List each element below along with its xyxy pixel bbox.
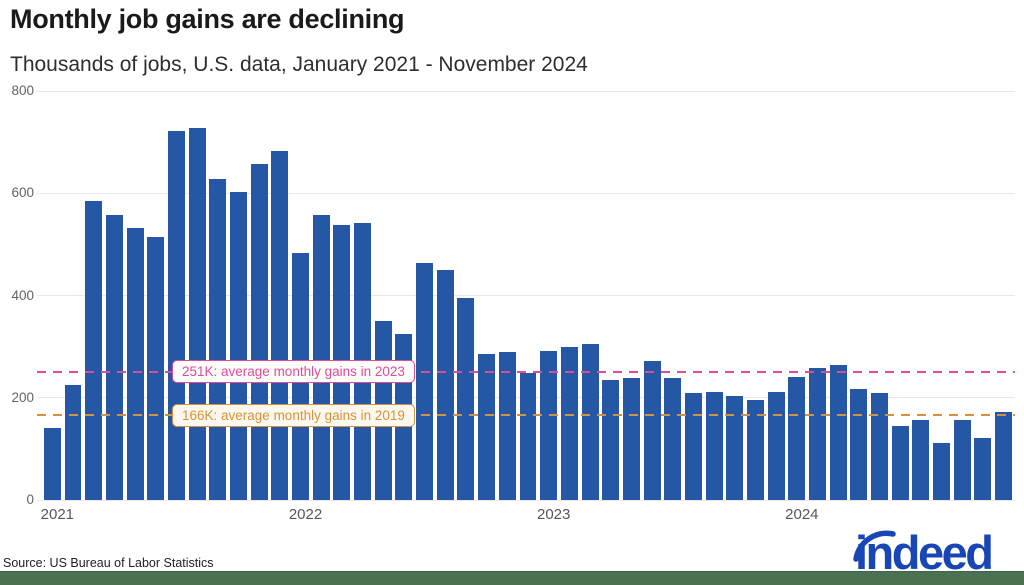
bar	[726, 396, 744, 500]
x-axis-tick-label: 2021	[40, 506, 75, 523]
bar	[974, 437, 992, 500]
bar	[436, 269, 454, 500]
bar	[85, 200, 103, 500]
bar	[147, 236, 165, 500]
bar	[188, 128, 206, 500]
bar	[912, 419, 930, 500]
indeed-logo-text: indeed	[855, 528, 991, 574]
reference-line-label: 166K: average monthly gains in 2019	[172, 403, 415, 427]
gridline	[37, 192, 1015, 194]
bar	[788, 377, 806, 500]
reference-line-label: 251K: average monthly gains in 2023	[172, 360, 415, 384]
reference-line	[37, 370, 1015, 373]
bar	[664, 377, 682, 500]
gridline	[37, 90, 1015, 92]
indeed-logo: indeed	[853, 528, 994, 574]
bar	[850, 389, 868, 500]
bar	[602, 379, 620, 500]
bar	[933, 443, 951, 500]
y-axis-tick-label: 800	[11, 83, 34, 98]
bar	[829, 364, 847, 500]
bar	[250, 164, 268, 500]
chart-title: Monthly job gains are declining	[10, 4, 405, 34]
bar	[643, 360, 661, 500]
bar	[457, 298, 475, 500]
x-axis-tick-label: 2024	[785, 506, 819, 523]
plot-area: 251K: average monthly gains in 2023 166K:…	[37, 90, 1015, 501]
bar	[891, 425, 909, 500]
bar	[560, 346, 578, 500]
y-axis-tick-label: 600	[11, 185, 34, 201]
bar	[498, 351, 516, 500]
bar	[312, 215, 330, 500]
bar	[581, 344, 599, 500]
brand-strip	[0, 571, 1024, 585]
bar	[953, 419, 971, 500]
bar	[684, 393, 702, 500]
bar	[809, 367, 826, 500]
bar	[229, 192, 247, 500]
x-axis-tick-label: 2022	[288, 506, 323, 523]
bar	[271, 150, 289, 500]
bar	[105, 215, 123, 500]
bar	[64, 384, 82, 500]
y-axis-tick-label: 0	[26, 492, 34, 507]
chart-subtitle: Thousands of jobs, U.S. data, January 20…	[10, 53, 588, 76]
bar	[767, 392, 785, 500]
bar	[705, 392, 723, 500]
bar	[746, 399, 764, 500]
indeed-logo-swoosh-icon	[853, 530, 896, 562]
gridline	[37, 499, 1015, 501]
y-axis-tick-label: 400	[11, 287, 34, 303]
bar	[43, 428, 61, 500]
y-axis-tick-label: 200	[11, 389, 34, 405]
gridline	[37, 295, 1015, 296]
bar	[519, 372, 537, 500]
bar	[540, 351, 558, 500]
source-note: Source: US Bureau of Labor Statistics	[3, 556, 214, 570]
x-axis-tick-label: 2023	[536, 506, 571, 523]
bar	[126, 227, 144, 500]
bar	[995, 412, 1013, 500]
bar	[209, 178, 227, 500]
bar	[478, 354, 496, 500]
bar	[622, 377, 640, 500]
bar	[167, 130, 185, 500]
bar	[416, 262, 434, 500]
reference-line	[37, 414, 1015, 417]
bar	[871, 393, 889, 500]
